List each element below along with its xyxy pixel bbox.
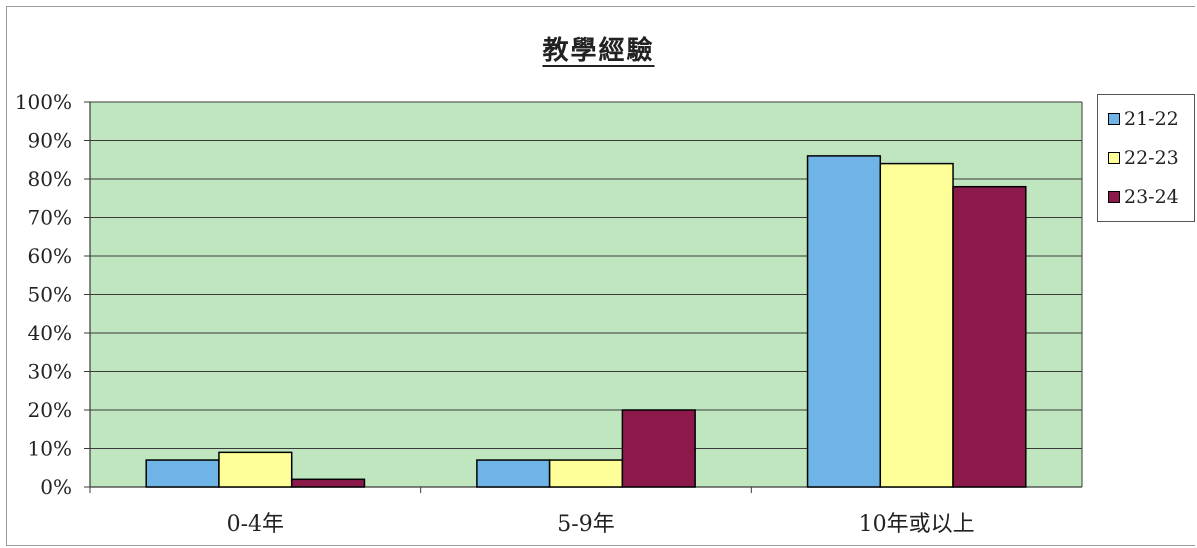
legend-item-22-23: 22-23: [1108, 146, 1179, 170]
y-tick-label: 50%: [28, 283, 72, 307]
y-tick-label: 100%: [15, 90, 72, 114]
x-tick-label: 10年或以上: [859, 512, 975, 537]
bar-23-24-5-9年: [621, 409, 696, 488]
x-tick-label: 5-9年: [557, 512, 614, 537]
legend-swatch: [1108, 191, 1120, 203]
legend-label: 22-23: [1124, 147, 1179, 169]
bar-21-22-0-4年: [145, 459, 220, 488]
y-tick-label: 90%: [28, 129, 72, 153]
bar-22-23-5-9年: [548, 459, 624, 488]
y-tick-label: 10%: [28, 437, 72, 461]
legend: 21-22 22-23 23-24: [1097, 94, 1195, 222]
bar-21-22-10年或以上: [806, 155, 882, 488]
y-tick-label: 20%: [28, 398, 72, 422]
legend-label: 21-22: [1124, 108, 1179, 130]
y-tick-label: 70%: [28, 206, 72, 230]
y-tick-label: 0%: [40, 475, 72, 499]
bar-22-23-10年或以上: [879, 162, 954, 488]
bar-22-23-0-4年: [218, 451, 293, 488]
y-tick-label: 40%: [28, 321, 72, 345]
bar-21-22-5-9年: [476, 459, 551, 488]
legend-swatch: [1108, 152, 1120, 164]
legend-item-21-22: 21-22: [1108, 107, 1179, 131]
legend-swatch: [1108, 113, 1120, 125]
x-tick-label: 0-4年: [227, 512, 284, 537]
y-tick-label: 30%: [28, 360, 72, 384]
chart-frame: [6, 6, 1195, 546]
y-tick-label: 80%: [28, 167, 72, 191]
bar-23-24-0-4年: [290, 478, 366, 488]
legend-item-23-24: 23-24: [1108, 185, 1179, 209]
bar-23-24-10年或以上: [952, 185, 1027, 488]
legend-label: 23-24: [1124, 186, 1179, 208]
y-tick-label: 60%: [28, 244, 72, 268]
chart-title: 教學經驗: [542, 36, 655, 66]
